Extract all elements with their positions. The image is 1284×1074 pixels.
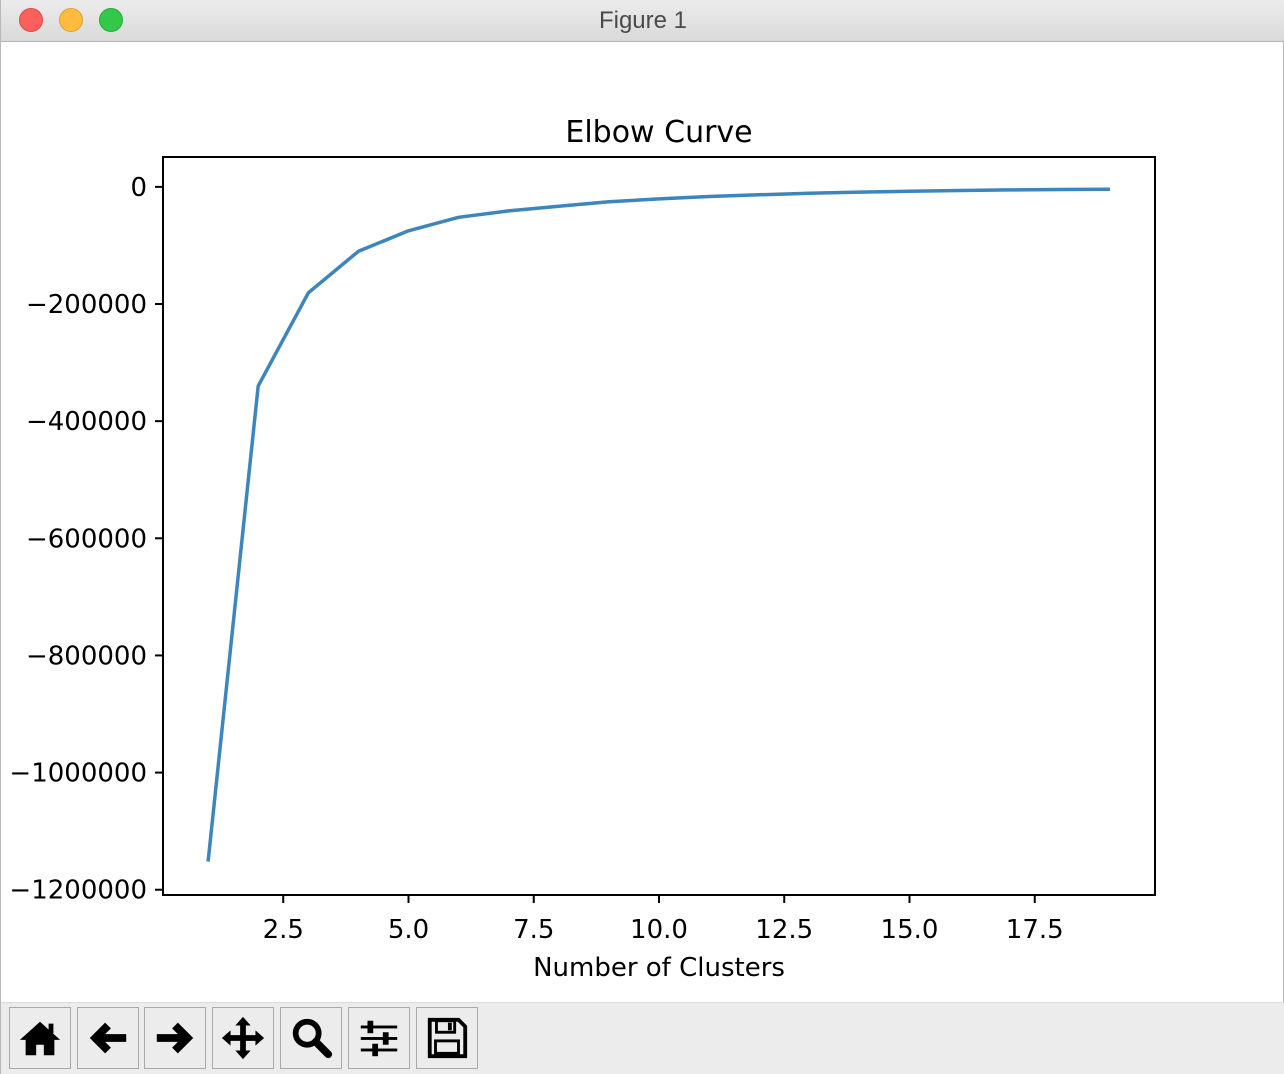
arrow-right-icon [156, 1022, 194, 1054]
arrow-left-icon [89, 1022, 127, 1054]
configure-subplots-button[interactable] [348, 1007, 410, 1069]
chart-title: Elbow Curve [565, 115, 752, 150]
maximize-window-button[interactable] [99, 8, 123, 32]
x-tick-label: 7.5 [513, 915, 554, 945]
y-tick-label: −1200000 [9, 876, 147, 906]
x-tick-label: 10.0 [630, 915, 688, 945]
forward-button[interactable] [144, 1007, 206, 1069]
pan-button[interactable] [212, 1007, 274, 1069]
x-tick-label: 17.5 [1006, 915, 1064, 945]
navigation-toolbar [1, 1002, 1284, 1074]
back-button[interactable] [77, 1007, 139, 1069]
save-button[interactable] [416, 1007, 478, 1069]
y-tick-label: −200000 [26, 290, 147, 320]
x-tick-label: 5.0 [388, 915, 429, 945]
floppy-disk-icon [427, 1017, 468, 1059]
window-title: Figure 1 [598, 7, 688, 34]
title-bar: Figure 1 [1, 0, 1284, 42]
axes-frame [162, 156, 1156, 896]
y-tick-label: 0 [130, 173, 147, 203]
home-button[interactable] [9, 1007, 71, 1069]
x-tick-label: 12.5 [755, 915, 813, 945]
zoom-button[interactable] [280, 1007, 342, 1069]
sliders-icon [360, 1020, 398, 1057]
series-line-0 [206, 187, 1110, 862]
x-tick-label: 2.5 [263, 915, 304, 945]
y-tick-label: −1000000 [9, 759, 147, 789]
elbow-curve-chart: Elbow Curve 2.5 5.0 7.5 10.0 12.5 15.0 17.5 0 −… [9, 115, 1156, 983]
close-window-button[interactable] [19, 8, 43, 32]
y-tick-label: −400000 [26, 407, 147, 437]
magnifier-icon [292, 1018, 333, 1059]
move-icon [221, 1016, 265, 1060]
home-icon [19, 1021, 61, 1056]
y-tick-label: −800000 [26, 641, 147, 671]
x-tick-label: 15.0 [881, 915, 939, 945]
minimize-window-button[interactable] [59, 8, 83, 32]
y-tick-label: −600000 [26, 524, 147, 554]
x-axis-label: Number of Clusters [533, 953, 785, 983]
